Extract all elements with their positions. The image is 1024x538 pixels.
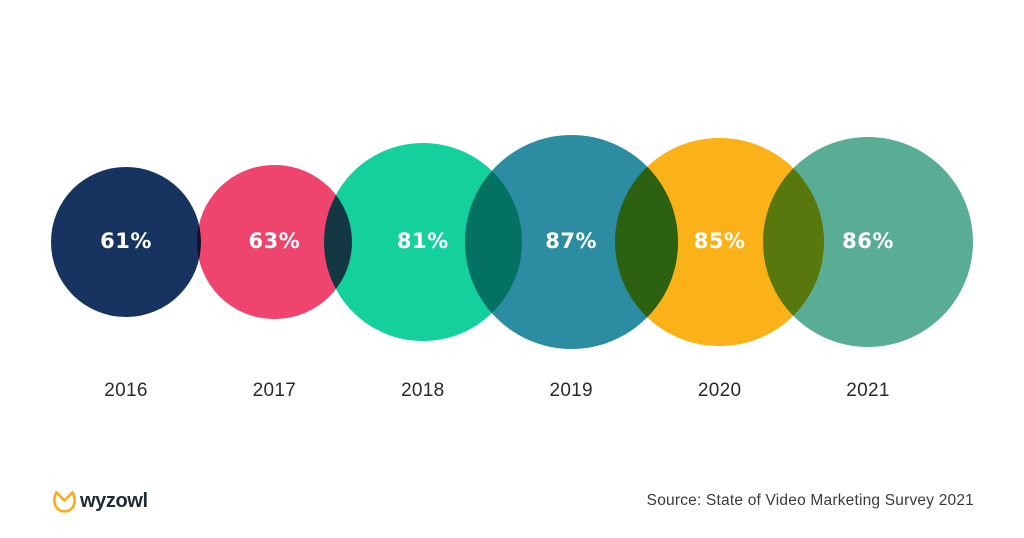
footer: wyzowl Source: State of Video Marketing …: [52, 484, 974, 518]
source-attribution: Source: State of Video Marketing Survey …: [646, 492, 974, 509]
wyzowl-owl-icon: [53, 490, 76, 513]
wyzowl-wordmark: wyzowl: [80, 489, 148, 512]
circle-2021: [762, 136, 974, 348]
wyzowl-logo: wyzowl: [52, 489, 148, 514]
circle-2016: [51, 167, 201, 317]
